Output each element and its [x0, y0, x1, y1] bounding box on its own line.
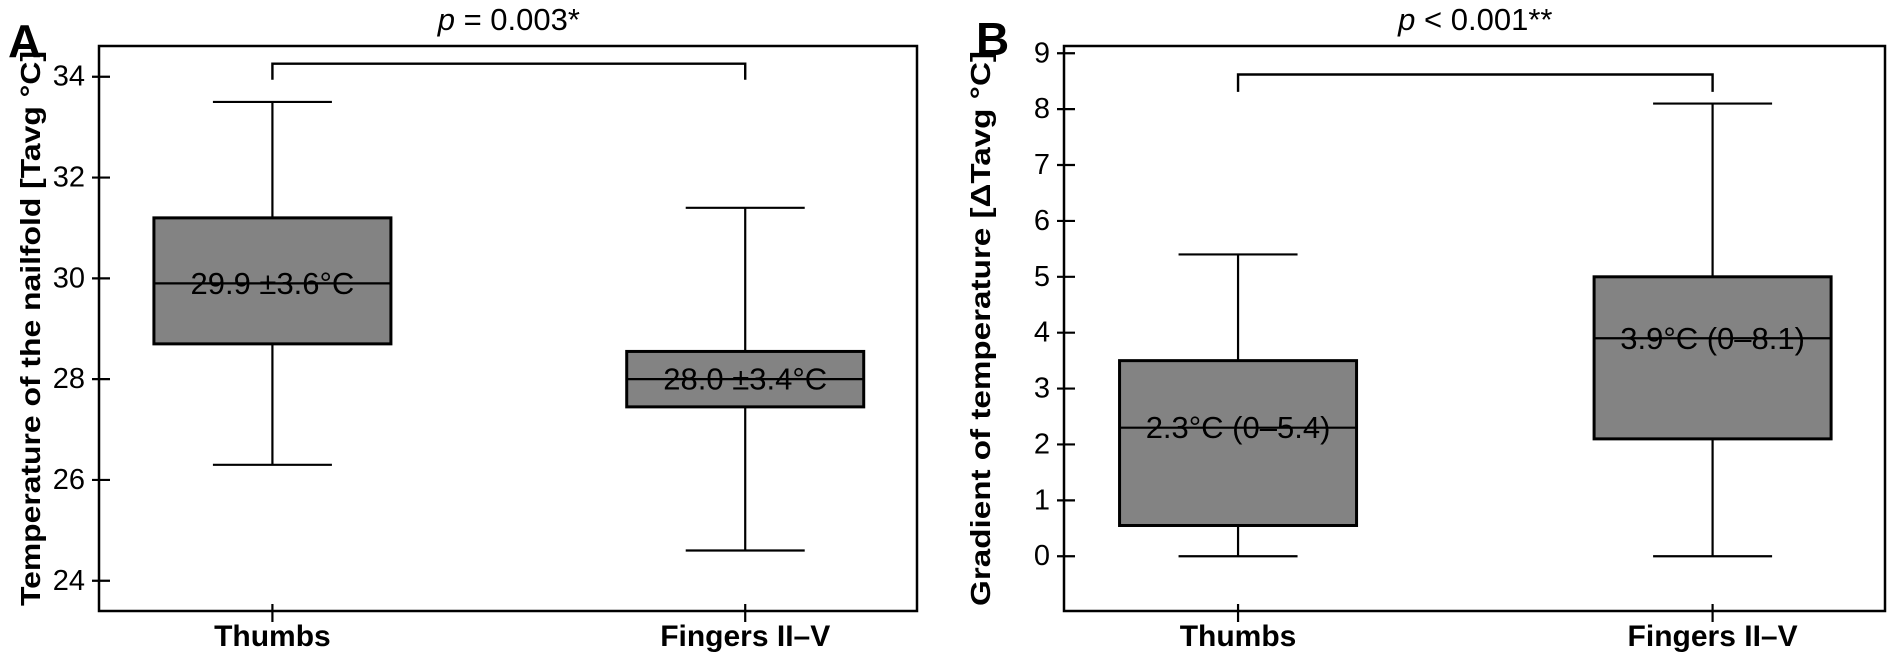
- category-label: Thumbs: [1180, 620, 1297, 653]
- p-value-label: p < 0.001**: [1397, 2, 1552, 37]
- y-tick-label: 4: [1034, 317, 1050, 349]
- y-tick-label: 1: [1034, 484, 1050, 516]
- y-tick-label: 5: [1034, 261, 1050, 293]
- p-value-label: p = 0.003*: [437, 2, 580, 37]
- panel-letter: A: [8, 15, 41, 67]
- y-tick-label: 0: [1034, 540, 1050, 572]
- category-label: Fingers II–V: [1628, 620, 1798, 653]
- y-tick-label: 24: [53, 565, 85, 597]
- y-tick-label: 28: [53, 363, 85, 395]
- y-tick-label: 32: [53, 162, 85, 194]
- y-tick-label: 6: [1034, 205, 1050, 237]
- y-tick-label: 8: [1034, 93, 1050, 125]
- panel-b-boxplot: 0 1 2 3 4 5 6 7 8 9 Thumbs 2.3°C (0–5.4) Fingers II–…: [965, 2, 1887, 653]
- y-tick-label: 34: [53, 61, 85, 93]
- y-tick-label: 7: [1034, 149, 1050, 181]
- box-value-label: 3.9°C (0–8.1): [1620, 321, 1805, 356]
- significance-bracket: [1236, 73, 1714, 92]
- iqr-box: [1118, 359, 1359, 527]
- y-axis-label: Temperature of the nailfold [Tavg °C]: [15, 51, 46, 606]
- plot-frame: [1062, 44, 1887, 613]
- panel-b: 0 1 2 3 4 5 6 7 8 9 Thumbs 2.3°C (0–5.4) Fingers II–…: [946, 0, 1891, 653]
- iqr-box: [152, 216, 393, 346]
- y-tick-label: 2: [1034, 428, 1050, 460]
- y-tick-label: 30: [53, 262, 85, 294]
- significance-bracket: [271, 62, 747, 80]
- panel-a: 24 26 28 30 32 34 Thumbs 29.9 ±3.6°C Fingers II–…: [0, 0, 945, 653]
- panel-letter: B: [976, 13, 1009, 65]
- y-tick-label: 26: [53, 464, 85, 496]
- plot-frame: [97, 44, 919, 613]
- box-value-label: 28.0 ±3.4°C: [663, 362, 827, 397]
- category-label: Fingers II–V: [660, 620, 830, 653]
- y-tick-label: 3: [1034, 373, 1050, 405]
- box-value-label: 29.9 ±3.6°C: [190, 266, 354, 301]
- box-value-label: 2.3°C (0–5.4): [1146, 410, 1331, 445]
- panel-a-boxplot: 24 26 28 30 32 34 Thumbs 29.9 ±3.6°C Fingers II–…: [8, 2, 919, 653]
- iqr-box: [1592, 275, 1833, 441]
- category-label: Thumbs: [214, 620, 331, 653]
- y-axis-label: Gradient of temperature [ΔTavg °C]: [965, 51, 996, 606]
- y-tick-label: 9: [1034, 37, 1050, 69]
